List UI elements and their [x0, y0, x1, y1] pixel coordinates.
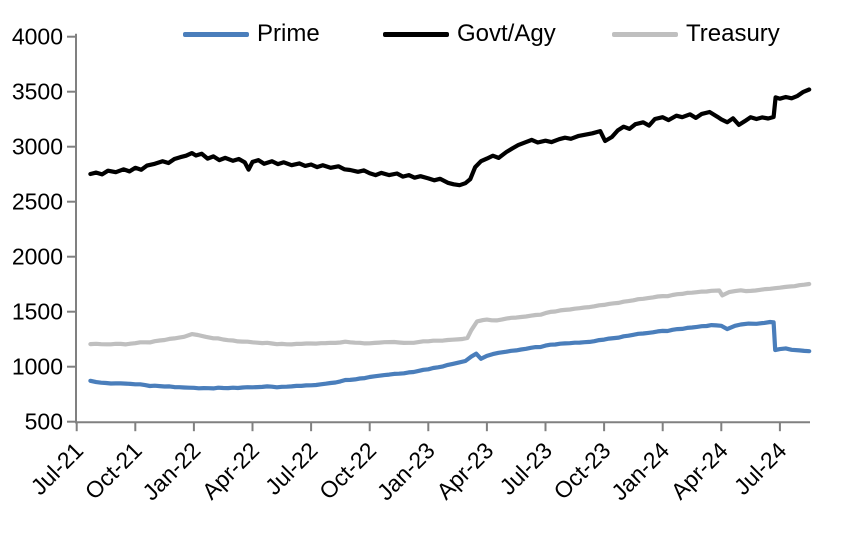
legend-swatch	[383, 31, 449, 37]
legend-label: Govt/Agy	[457, 20, 556, 47]
y-tick-label: 2000	[12, 244, 63, 270]
x-tick-label: Jul-23	[494, 437, 557, 500]
x-tick-label: Jan-22	[137, 437, 205, 505]
legend-item-prime: Prime	[183, 22, 320, 46]
y-tick-label: 1500	[12, 299, 63, 325]
series-line-prime	[88, 319, 812, 391]
legend-swatch	[612, 31, 678, 37]
x-tick-label: Jul-22	[260, 437, 323, 500]
y-tick-label: 500	[25, 409, 63, 435]
x-tick-label: Apr-23	[431, 437, 498, 504]
x-tick-label: Jan-23	[372, 437, 440, 505]
legend-item-treasury: Treasury	[612, 22, 780, 46]
x-tick-label: Oct-22	[314, 437, 381, 504]
x-tick-label: Jan-24	[606, 437, 674, 505]
y-tick-label: 1000	[12, 354, 63, 380]
y-tick-label: 3000	[12, 134, 63, 160]
legend-label: Prime	[257, 20, 320, 47]
x-tick-label: Jul-24	[729, 437, 792, 500]
series-line-govt-agy	[88, 87, 812, 188]
legend-swatch	[183, 31, 249, 37]
x-tick-label: Jul-21	[26, 437, 89, 500]
legend-item-govt-agy: Govt/Agy	[383, 22, 556, 46]
x-tick-label: Apr-24	[666, 437, 733, 504]
series-line-treasury	[88, 281, 812, 347]
x-tick-label: Oct-21	[80, 437, 147, 504]
y-tick-label: 2500	[12, 189, 63, 215]
y-tick-label: 3500	[12, 79, 63, 105]
x-tick-label: Oct-23	[548, 437, 615, 504]
y-tick-label: 4000	[12, 24, 63, 50]
x-tick-label: Apr-22	[197, 437, 264, 504]
legend-label: Treasury	[686, 20, 780, 47]
